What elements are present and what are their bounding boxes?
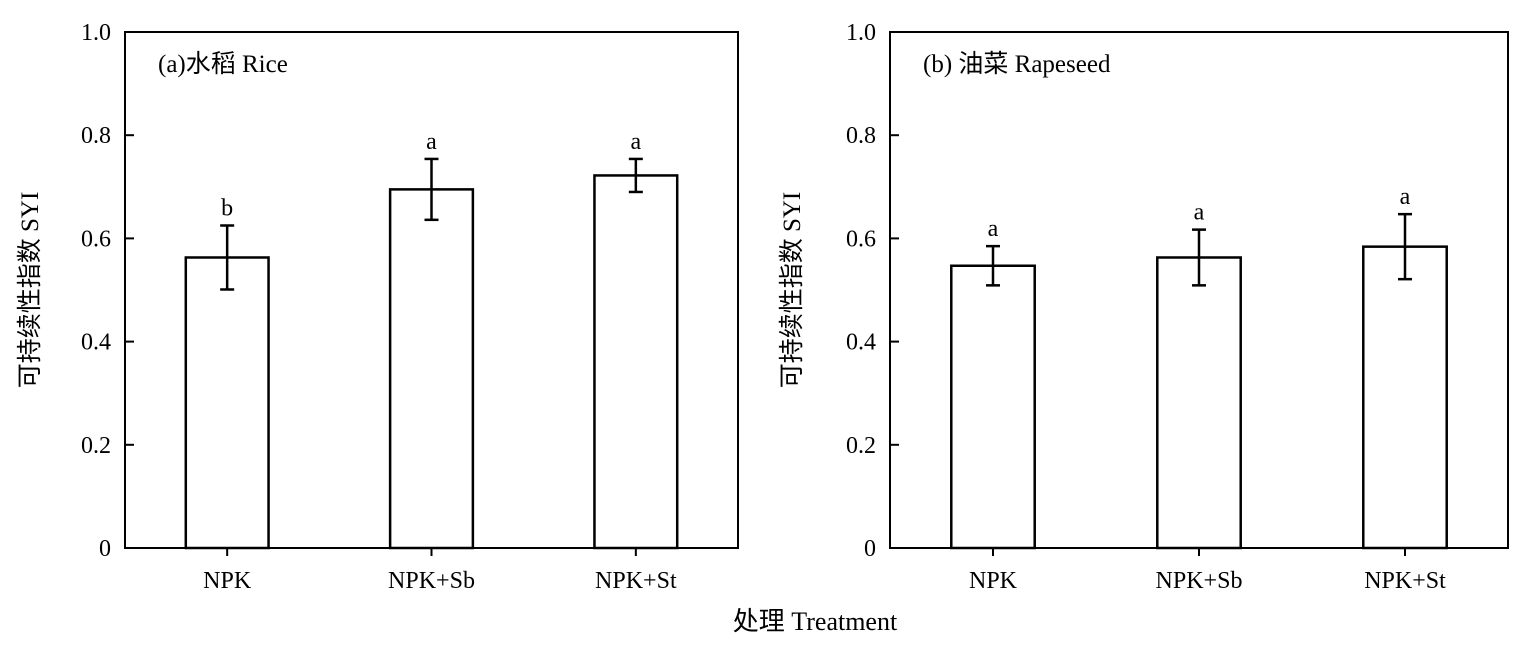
- bar-npk-plus-st: [593, 174, 679, 550]
- significance-label: a: [426, 129, 437, 155]
- bar-npk-plus-sb: [1156, 256, 1242, 550]
- significance-label: a: [1194, 200, 1205, 226]
- significance-label: a: [988, 216, 999, 242]
- x-tick-label: NPK: [203, 568, 252, 594]
- y-tick-label: 0.6: [81, 226, 111, 252]
- y-axis-label: 可持续性指数 SYI: [778, 192, 806, 389]
- y-tick-label: 0.2: [846, 433, 876, 459]
- y-tick-label: 0.8: [846, 123, 876, 149]
- panel-title: (a)水稻 Rice: [158, 50, 288, 78]
- bar-npk: [950, 264, 1036, 550]
- x-tick-label: NPK+St: [595, 568, 677, 594]
- significance-label: b: [221, 196, 233, 222]
- y-tick-label: 0.4: [846, 330, 876, 356]
- y-tick-label: 0.8: [81, 123, 111, 149]
- panel-rice: 0 0.2 0.4 0.6 0.8 1.0 可持续性指数 SYI (a)水稻 Rice b NPK…: [16, 20, 739, 594]
- y-axis-label: 可持续性指数 SYI: [16, 192, 44, 389]
- bar-npk-plus-sb: [388, 188, 475, 550]
- x-tick-label: NPK+St: [1364, 568, 1446, 594]
- y-tick-label: 0: [864, 536, 876, 562]
- significance-label: a: [1400, 184, 1411, 210]
- y-tick-label: 0.4: [81, 330, 111, 356]
- y-tick-label: 0.2: [81, 433, 111, 459]
- x-tick-label: NPK: [969, 568, 1018, 594]
- significance-label: a: [631, 129, 642, 155]
- bar-npk: [184, 256, 270, 550]
- x-axis-label: 处理 Treatment: [733, 607, 898, 636]
- panel-title: (b) 油菜 Rapeseed: [923, 50, 1111, 78]
- x-tick-label: NPK+Sb: [1156, 568, 1243, 594]
- y-tick-label: 0.6: [846, 226, 876, 252]
- bar-npk-plus-st: [1362, 245, 1448, 550]
- y-tick-label: 0: [99, 536, 111, 562]
- y-tick-label: 1.0: [846, 20, 876, 46]
- x-tick-label: NPK+Sb: [388, 568, 475, 594]
- y-tick-label: 1.0: [81, 20, 111, 46]
- panel-rapeseed: 0 0.2 0.4 0.6 0.8 1.0 可持续性指数 SYI (b) 油菜 Rapesee…: [778, 20, 1509, 594]
